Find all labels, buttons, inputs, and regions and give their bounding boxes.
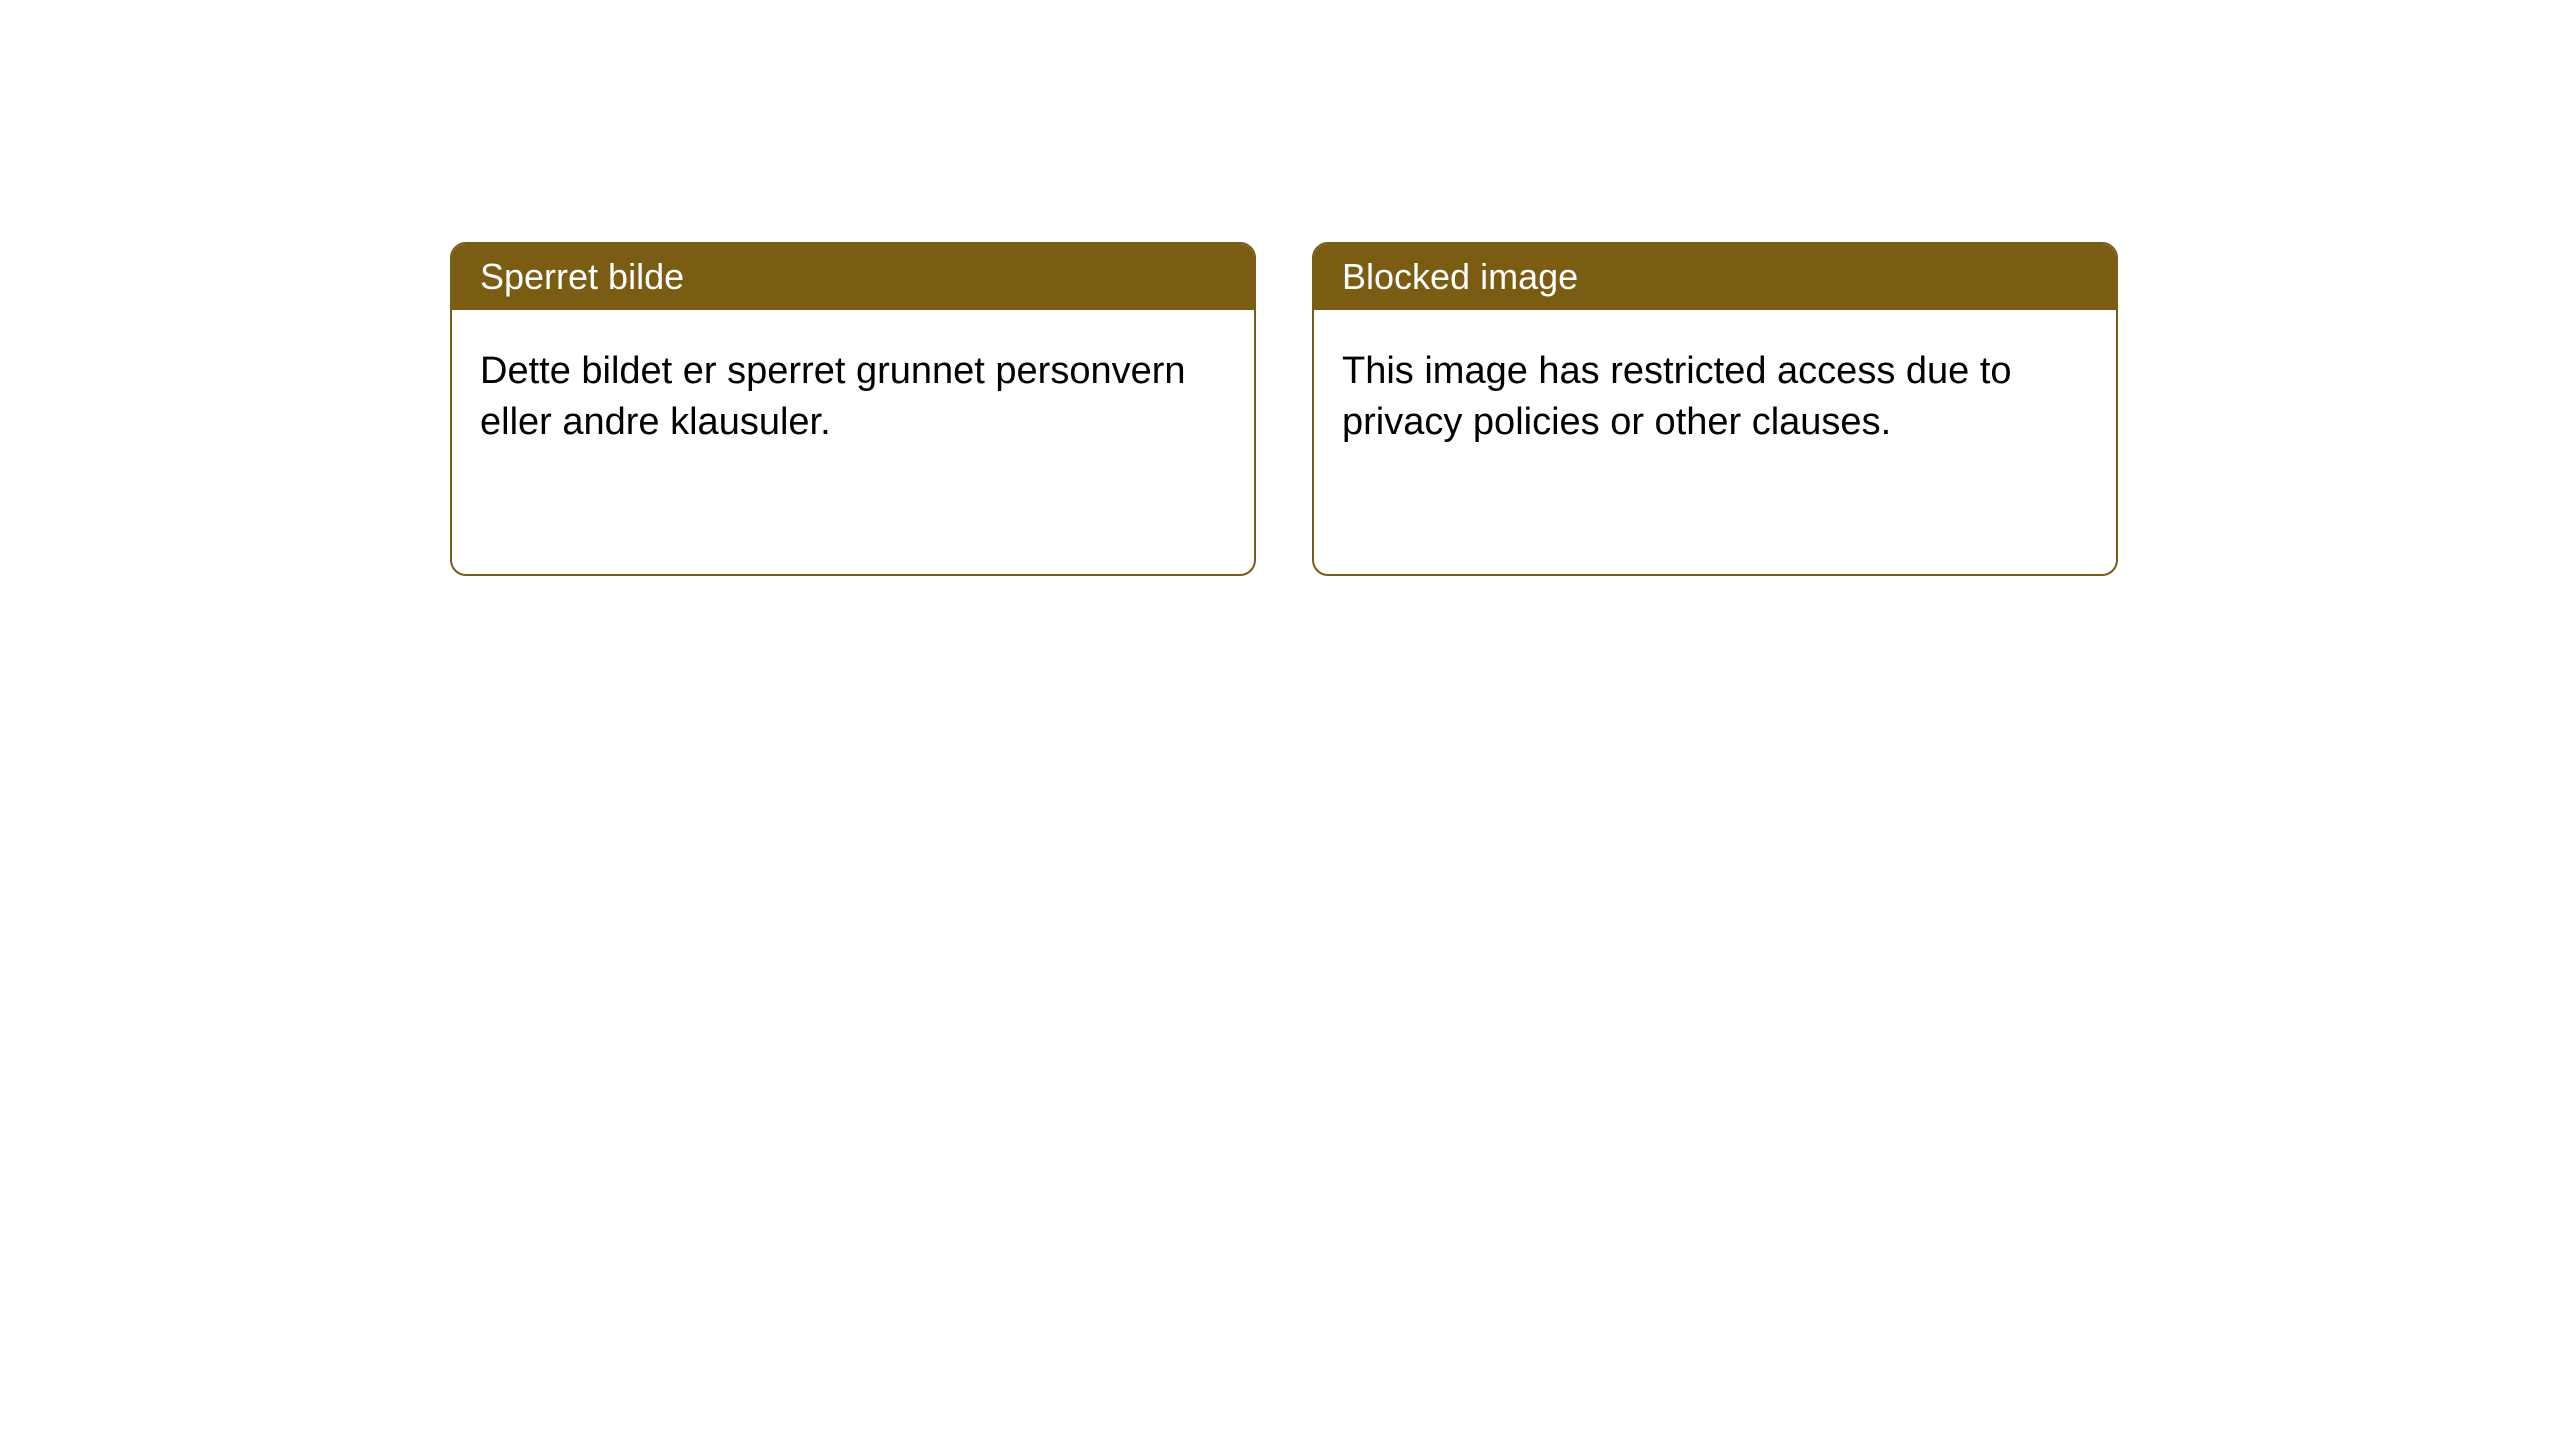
card-body-en: This image has restricted access due to … (1314, 310, 2116, 485)
card-header-en: Blocked image (1314, 244, 2116, 310)
card-title-en: Blocked image (1342, 256, 1578, 297)
card-header-no: Sperret bilde (452, 244, 1254, 310)
card-title-no: Sperret bilde (480, 256, 684, 297)
card-text-en: This image has restricted access due to … (1342, 350, 2012, 443)
cards-container: Sperret bilde Dette bildet er sperret gr… (450, 242, 2118, 576)
card-body-no: Dette bildet er sperret grunnet personve… (452, 310, 1254, 485)
card-text-no: Dette bildet er sperret grunnet personve… (480, 350, 1186, 443)
blocked-image-card-no: Sperret bilde Dette bildet er sperret gr… (450, 242, 1256, 576)
blocked-image-card-en: Blocked image This image has restricted … (1312, 242, 2118, 576)
